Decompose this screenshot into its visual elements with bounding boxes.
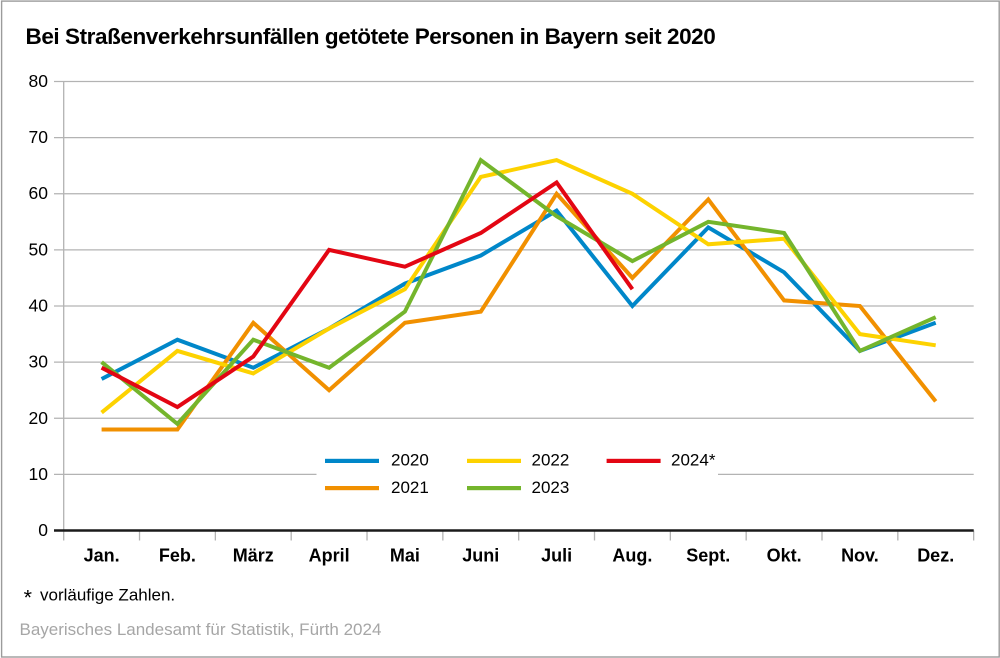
svg-text:60: 60 [29, 183, 49, 203]
svg-text:Bei Straßenverkehrsunfällen ge: Bei Straßenverkehrsunfällen getötete Per… [26, 24, 716, 49]
svg-text:Aug.: Aug. [612, 546, 652, 566]
svg-text:Bayerisches Landesamt für Stat: Bayerisches Landesamt für Statistik, Für… [20, 620, 382, 639]
svg-text:40: 40 [29, 296, 49, 316]
svg-text:70: 70 [29, 127, 49, 147]
svg-text:Dez.: Dez. [917, 546, 954, 566]
svg-text:Sept.: Sept. [686, 546, 730, 566]
svg-text:50: 50 [29, 239, 49, 259]
svg-text:30: 30 [29, 352, 49, 372]
svg-text:Nov.: Nov. [841, 546, 879, 566]
svg-text:20: 20 [29, 408, 49, 428]
svg-text:vorläufige Zahlen.: vorläufige Zahlen. [40, 586, 175, 605]
svg-text:10: 10 [29, 464, 49, 484]
svg-text:Okt.: Okt. [767, 546, 802, 566]
svg-text:März: März [233, 546, 274, 566]
svg-text:2020: 2020 [391, 451, 429, 470]
svg-text:80: 80 [29, 71, 49, 91]
svg-text:2023: 2023 [532, 478, 570, 497]
svg-text:Feb.: Feb. [159, 546, 196, 566]
svg-text:Jan.: Jan. [84, 546, 120, 566]
svg-text:2021: 2021 [391, 478, 429, 497]
svg-text:0: 0 [38, 520, 48, 540]
svg-text:Juni: Juni [462, 546, 499, 566]
svg-text:Mai: Mai [390, 546, 420, 566]
svg-text:2024*: 2024* [671, 451, 716, 470]
svg-text:2022: 2022 [532, 451, 570, 470]
svg-text:April: April [309, 546, 350, 566]
svg-text:Juli: Juli [541, 546, 572, 566]
svg-text:*: * [24, 586, 33, 610]
